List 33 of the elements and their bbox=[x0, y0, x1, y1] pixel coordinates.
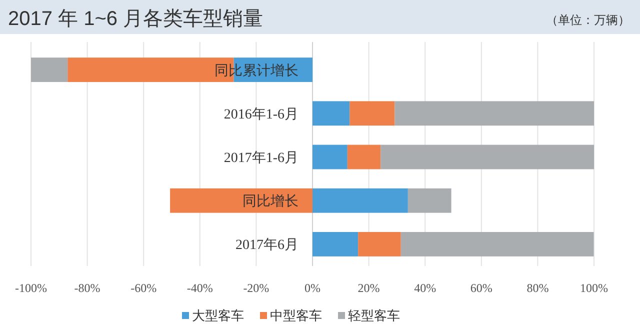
chart-title: 2017 年 1~6 月各类车型销量 bbox=[8, 8, 264, 30]
x-tick-label: -80% bbox=[74, 281, 100, 295]
legend-label: 中型客车 bbox=[270, 308, 322, 323]
y-tick-label: 2017年1-6月 bbox=[224, 150, 298, 166]
text: （单位：万辆） bbox=[546, 13, 630, 27]
bar bbox=[312, 188, 408, 213]
bar bbox=[394, 101, 594, 126]
bar bbox=[312, 101, 350, 126]
y-tick-label: 2016年1-6月 bbox=[224, 106, 298, 122]
bar bbox=[408, 188, 452, 213]
x-tick-label: 80% bbox=[526, 281, 549, 295]
bar bbox=[400, 232, 594, 256]
y-tick-label: 2017年6月 bbox=[236, 237, 298, 254]
bar bbox=[380, 144, 594, 170]
legend-label: 大型客车 bbox=[192, 308, 244, 323]
bar bbox=[31, 58, 68, 82]
bar bbox=[312, 232, 358, 256]
bar bbox=[170, 188, 312, 213]
bar bbox=[358, 232, 401, 256]
x-tick-label: 0% bbox=[304, 281, 320, 295]
x-tick-label: -60% bbox=[130, 281, 157, 295]
legend-label: 轻型客车 bbox=[348, 308, 400, 323]
x-tick-label: -20% bbox=[243, 281, 270, 295]
x-tick-label: 20% bbox=[358, 281, 380, 295]
bar bbox=[312, 144, 348, 170]
bar bbox=[350, 101, 395, 126]
y-tick-label: 同比增长 bbox=[242, 194, 298, 210]
x-tick-label: 100% bbox=[580, 281, 608, 295]
x-tick-label: 40% bbox=[414, 281, 436, 295]
x-tick-label: 60% bbox=[470, 281, 492, 295]
x-tick-label: -40% bbox=[186, 281, 213, 295]
x-tick-label: -100% bbox=[15, 281, 47, 295]
bar bbox=[347, 144, 381, 170]
